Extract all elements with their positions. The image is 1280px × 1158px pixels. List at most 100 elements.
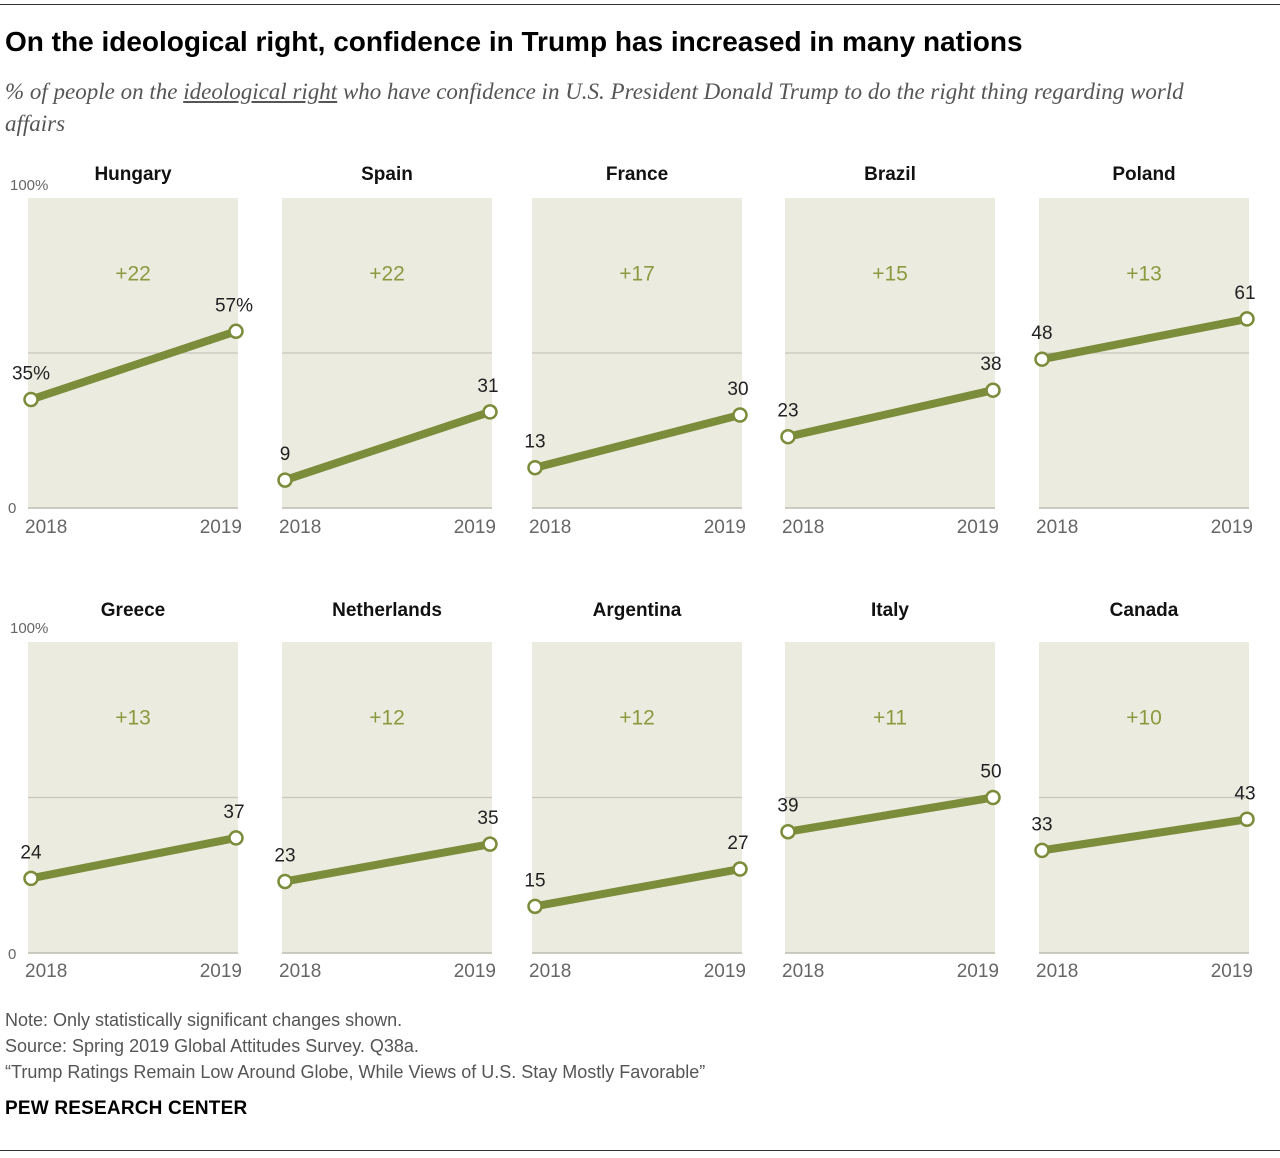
change-label-italy: +11	[873, 707, 907, 730]
series-line-netherlands	[281, 840, 494, 886]
data-label-2018-brazil: 23	[777, 401, 798, 422]
data-label-2019-greece: 37	[223, 802, 244, 823]
point-2018-greece	[23, 870, 39, 887]
change-label-netherlands: +12	[369, 707, 405, 730]
data-label-2019-canada: 43	[1234, 783, 1255, 804]
data-label-2018-poland: 48	[1031, 323, 1052, 344]
data-label-2018-spain: 9	[280, 444, 291, 465]
point-2018-netherlands	[277, 873, 293, 890]
point-2019-netherlands	[482, 836, 498, 852]
data-label-2018-italy: 39	[777, 796, 798, 817]
x-tick-label-2018-spain: 2018	[279, 517, 321, 538]
data-label-2019-brazil: 38	[980, 354, 1001, 375]
data-label-2018-canada: 33	[1031, 814, 1052, 835]
data-label-2019-spain: 31	[477, 376, 498, 397]
data-label-2018-hungary: 35%	[12, 364, 50, 385]
x-tick-label-2019-netherlands: 2019	[454, 961, 496, 982]
x-tick-label-2018-canada: 2018	[1036, 961, 1078, 982]
x-tick-label-2019-poland: 2019	[1211, 517, 1253, 538]
panel-title-poland: Poland	[1112, 164, 1175, 185]
panel-title-italy: Italy	[871, 600, 909, 621]
point-2019-canada	[1239, 811, 1255, 828]
point-2018-italy	[780, 823, 796, 840]
x-tick-label-2019-greece: 2019	[200, 961, 242, 982]
change-label-greece: +13	[115, 707, 151, 730]
change-label-hungary: +22	[115, 263, 151, 286]
point-2018-spain	[277, 472, 293, 488]
x-tick-label-2019-italy: 2019	[957, 961, 999, 982]
x-tick-label-2019-brazil: 2019	[957, 517, 999, 538]
point-2018-canada	[1034, 842, 1050, 859]
point-2019-spain	[482, 404, 498, 420]
point-2019-brazil	[985, 382, 1001, 398]
data-label-2019-france: 30	[727, 379, 748, 400]
note-text: Note: Only statistically significant cha…	[5, 1010, 403, 1030]
series-line-hungary	[27, 327, 240, 404]
top-rule	[0, 4, 1280, 5]
small-multiples-chart: 100% 0 100% 0 Hungary +22 35% 57% 2018 2019 Spain +…	[8, 164, 1256, 982]
panel-title-france: France	[606, 164, 668, 185]
x-tick-label-2019-argentina: 2019	[704, 961, 746, 982]
subtitle-start: % of people on the	[5, 79, 184, 104]
x-tick-label-2019-france: 2019	[704, 517, 746, 538]
panel-title-spain: Spain	[361, 164, 413, 185]
change-label-spain: +22	[369, 263, 405, 286]
change-label-canada: +10	[1126, 707, 1162, 730]
data-label-2019-hungary: 57%	[215, 295, 253, 316]
panel-title-argentina: Argentina	[593, 600, 682, 621]
panel-title-hungary: Hungary	[94, 164, 172, 185]
change-label-argentina: +12	[619, 707, 655, 730]
series-line-spain	[281, 407, 494, 485]
x-tick-label-2018-hungary: 2018	[25, 517, 67, 538]
x-tick-label-2018-poland: 2018	[1036, 517, 1078, 538]
data-label-2018-greece: 24	[20, 842, 42, 863]
series-line-greece	[27, 833, 240, 883]
point-2018-france	[527, 459, 543, 476]
x-tick-label-2019-spain: 2019	[454, 517, 496, 538]
chart-subtitle: % of people on the ideological right who…	[5, 76, 1245, 140]
point-2018-poland	[1034, 351, 1050, 367]
x-tick-label-2018-brazil: 2018	[782, 517, 824, 538]
y-tick-label-max: 100%	[10, 177, 48, 194]
y-tick-label-min: 0	[8, 500, 16, 517]
point-2018-brazil	[780, 428, 796, 445]
point-2018-argentina	[527, 898, 543, 915]
bottom-rule	[0, 1150, 1280, 1151]
point-2019-italy	[985, 789, 1001, 806]
x-tick-label-2018-netherlands: 2018	[279, 961, 321, 982]
series-line-argentina	[531, 865, 744, 911]
point-2019-poland	[1239, 311, 1255, 327]
data-label-2019-netherlands: 35	[477, 808, 498, 829]
change-label-brazil: +15	[872, 263, 908, 286]
x-tick-label-2018-france: 2018	[529, 517, 571, 538]
data-label-2019-poland: 61	[1234, 283, 1255, 304]
point-2019-hungary	[228, 323, 244, 340]
x-tick-label-2018-italy: 2018	[782, 961, 824, 982]
series-line-italy	[784, 793, 997, 836]
panel-title-netherlands: Netherlands	[332, 600, 442, 621]
x-tick-label-2019-hungary: 2019	[200, 517, 242, 538]
panel-title-greece: Greece	[101, 600, 165, 621]
point-2018-hungary	[23, 391, 39, 408]
data-label-2018-netherlands: 23	[274, 845, 295, 866]
subtitle-end: who have confidence in U.S. President Do…	[5, 79, 1184, 136]
data-label-2019-italy: 50	[980, 762, 1001, 783]
series-line-canada	[1038, 815, 1251, 855]
series-line-poland	[1038, 314, 1251, 364]
x-tick-label-2018-argentina: 2018	[529, 961, 571, 982]
footnotes: Note: Only statistically significant cha…	[5, 1007, 705, 1085]
subtitle-underlined-term: ideological right	[183, 79, 338, 104]
data-label-2019-argentina: 27	[727, 833, 748, 854]
change-label-poland: +13	[1126, 263, 1162, 286]
chart-title: On the ideological right, confidence in …	[5, 26, 1023, 57]
point-2019-greece	[228, 830, 244, 846]
x-tick-label-2018-greece: 2018	[25, 961, 67, 982]
panel-title-brazil: Brazil	[864, 164, 916, 185]
brand-logo-text: PEW RESEARCH CENTER	[5, 1098, 248, 1119]
point-2019-france	[732, 407, 748, 423]
series-line-brazil	[784, 386, 997, 441]
y-tick-label-max: 100%	[10, 620, 48, 637]
data-label-2018-france: 13	[524, 432, 545, 453]
source-text: Source: Spring 2019 Global Attitudes Sur…	[5, 1036, 419, 1056]
report-title: “Trump Ratings Remain Low Around Globe, …	[5, 1062, 706, 1082]
